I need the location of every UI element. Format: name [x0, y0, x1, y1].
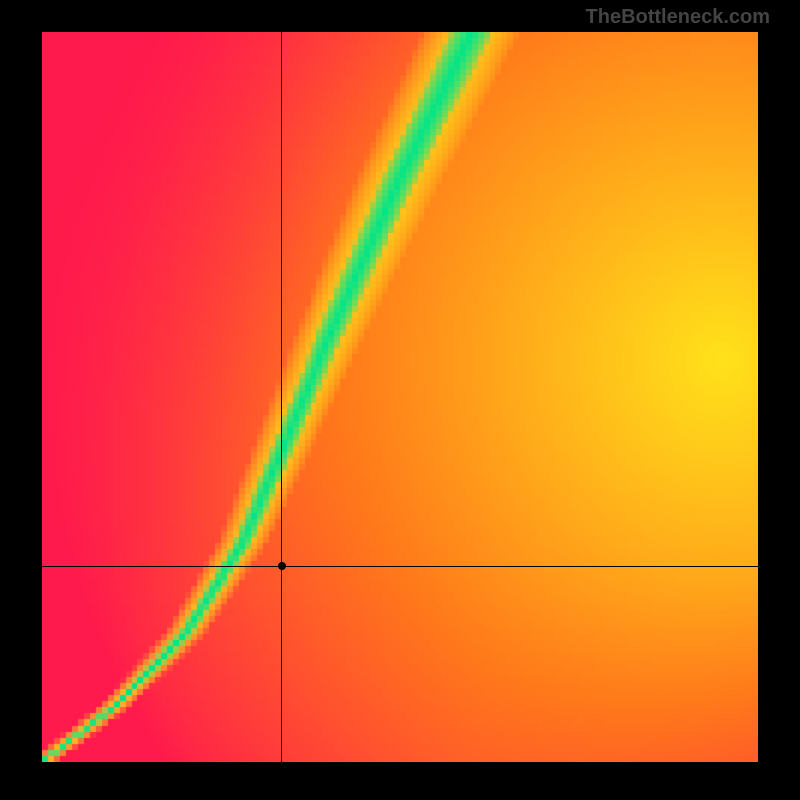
watermark-text: TheBottleneck.com	[586, 6, 770, 29]
plot-area	[42, 32, 758, 762]
crosshair-vertical	[281, 32, 282, 762]
crosshair-horizontal	[42, 566, 758, 567]
heatmap-canvas	[42, 32, 758, 762]
crosshair-marker	[278, 562, 286, 570]
chart-container: TheBottleneck.com	[0, 0, 800, 800]
